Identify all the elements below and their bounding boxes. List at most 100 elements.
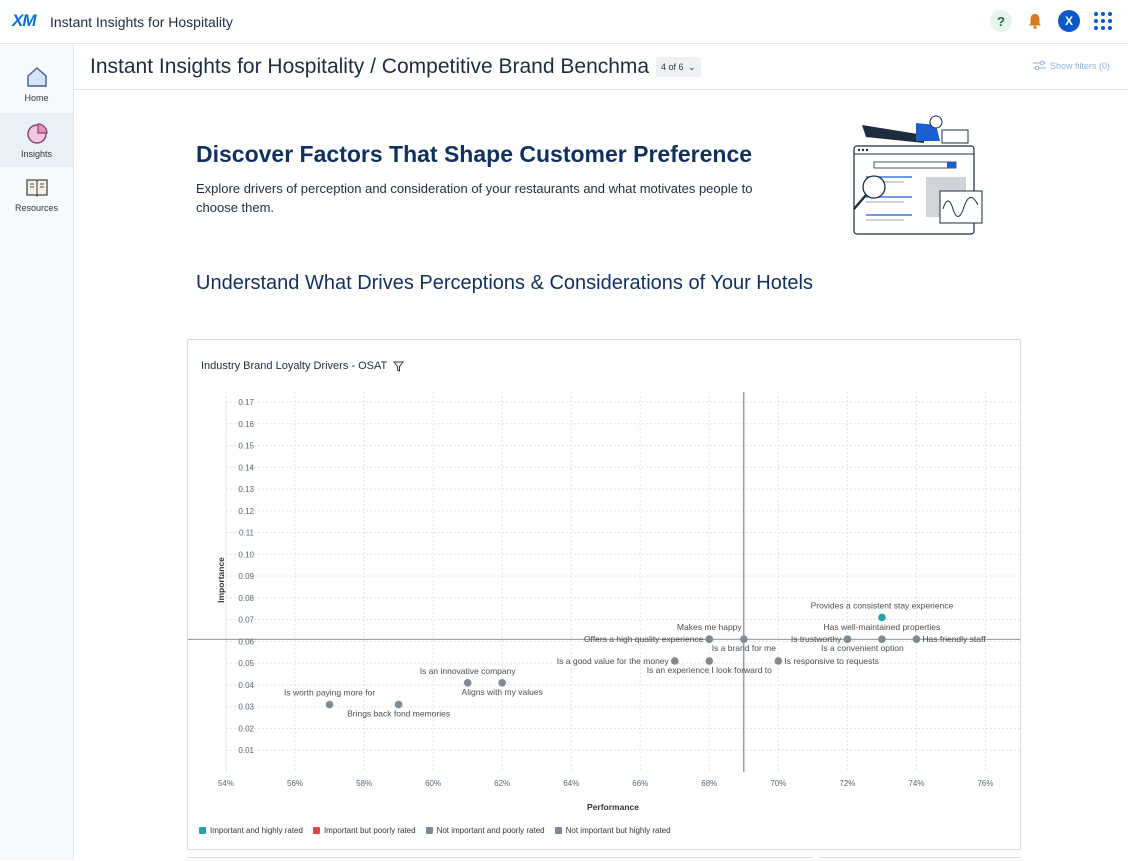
show-filters-label: Show filters (0): [1049, 60, 1110, 71]
data-point: [843, 635, 852, 644]
y-tick-label: 0.17: [238, 398, 254, 407]
sidebar-item-insights[interactable]: Insights: [0, 113, 73, 167]
x-tick-label: 74%: [908, 779, 924, 788]
data-point-label: Is a brand for me: [712, 643, 777, 653]
y-tick-label: 0.14: [238, 463, 254, 472]
xm-logo[interactable]: XM: [12, 11, 36, 30]
x-tick-label: 70%: [770, 779, 786, 788]
y-axis-label: Importance: [216, 557, 226, 603]
legend-item[interactable]: Important and highly rated: [199, 826, 303, 835]
x-tick-label: 56%: [287, 779, 303, 788]
x-axis-label: Performance: [587, 802, 639, 812]
app-grid-icon[interactable]: [1092, 10, 1114, 32]
legend-item[interactable]: Not important but highly rated: [554, 826, 671, 835]
chart-title-text: Industry Brand Loyalty Drivers - OSAT: [201, 360, 388, 372]
data-point-label: Has well-maintained properties: [824, 622, 941, 632]
legend-label: Important and highly rated: [210, 826, 303, 835]
data-point: [394, 700, 403, 709]
data-point: [878, 635, 886, 644]
legend-swatch: [425, 827, 433, 834]
sub-heading: Understand What Drives Perceptions & Con…: [196, 272, 813, 294]
y-tick-label: 0.04: [238, 681, 254, 690]
sidebar-item-home[interactable]: Home: [0, 57, 73, 111]
data-point: [498, 678, 506, 687]
y-tick-label: 0.16: [238, 420, 254, 429]
legend-swatch: [554, 827, 562, 834]
x-tick-label: 54%: [218, 779, 234, 788]
y-tick-label: 0.05: [238, 659, 254, 668]
x-tick-label: 72%: [839, 779, 855, 788]
data-point-label: Aligns with my values: [462, 687, 543, 697]
y-tick-label: 0.09: [238, 572, 254, 581]
data-point-label: Is an experience I look forward to: [647, 665, 772, 675]
data-point: [774, 657, 783, 665]
app-title[interactable]: Instant Insights for Hospitality: [50, 14, 233, 30]
data-point: [912, 635, 921, 644]
next-card-edge: [503, 857, 813, 861]
x-tick-label: 66%: [632, 779, 648, 788]
avatar[interactable]: X: [1058, 10, 1080, 32]
show-filters-button[interactable]: Show filters (0): [1032, 60, 1110, 71]
sidebar-item-resources[interactable]: Resources: [0, 167, 73, 221]
x-tick-label: 62%: [494, 779, 510, 788]
data-point: [670, 657, 679, 665]
data-point-label: Is trustworthy: [791, 634, 842, 644]
sidebar: Home Insights Resources: [0, 45, 74, 860]
legend-swatch: [312, 827, 320, 834]
sidebar-item-label: Insights: [20, 149, 53, 159]
y-tick-label: 0.02: [238, 724, 254, 733]
legend-label: Not important but highly rated: [565, 826, 671, 835]
data-point-label: Makes me happy: [677, 622, 742, 632]
data-point: [740, 635, 748, 644]
pager-label: 4 of 6: [661, 62, 684, 72]
y-tick-label: 0.06: [238, 637, 254, 646]
main-content: Discover Factors That Shape Customer Pre…: [74, 91, 1128, 860]
legend-item[interactable]: Not important and poorly rated: [425, 826, 545, 835]
book-icon: [25, 179, 48, 197]
data-point-label: Is worth paying more for: [284, 688, 375, 698]
section-heading: Discover Factors That Shape Customer Pre…: [196, 141, 753, 167]
chart-legend: Important and highly rated Important but …: [199, 826, 671, 835]
chart-card: Industry Brand Loyalty Drivers - OSAT 54…: [187, 339, 1021, 850]
x-tick-label: 64%: [563, 779, 579, 788]
x-tick-label: 58%: [356, 779, 372, 788]
data-point-label: Has friendly staff: [922, 634, 986, 644]
y-tick-label: 0.15: [238, 442, 254, 451]
chart-title: Industry Brand Loyalty Drivers - OSAT: [201, 360, 405, 372]
legend-label: Not important and poorly rated: [436, 826, 545, 835]
chevron-down-icon: ⌄: [688, 62, 696, 72]
filter-sliders-icon: [1032, 60, 1046, 71]
legend-item[interactable]: Important but poorly rated: [312, 826, 416, 835]
data-point-label: Is a good value for the money: [557, 656, 670, 666]
data-point-label: Is a convenient option: [821, 643, 904, 653]
bell-icon[interactable]: [1024, 10, 1046, 32]
next-card-edge: [819, 857, 1021, 861]
help-icon[interactable]: ?: [990, 10, 1012, 32]
legend-label: Important but poorly rated: [323, 826, 416, 835]
x-tick-label: 76%: [977, 779, 993, 788]
y-tick-label: 0.13: [238, 485, 254, 494]
y-tick-label: 0.11: [239, 529, 255, 538]
y-tick-label: 0.10: [238, 550, 254, 559]
filter-icon[interactable]: [393, 361, 405, 372]
page-header: Instant Insights for Hospitality / Compe…: [74, 45, 1128, 90]
data-point: [705, 657, 714, 665]
y-tick-label: 0.01: [238, 746, 254, 755]
data-point-label: Offers a high quality experience: [584, 634, 704, 644]
y-tick-label: 0.08: [238, 594, 254, 603]
y-tick-label: 0.12: [238, 507, 254, 516]
scatter-chart: 54% 56% 58% 60% 62% 64% 66% 68% 70% 72% 74% 76% 0.01…: [188, 392, 1020, 812]
page-title: Instant Insights for Hospitality / Compe…: [90, 55, 650, 78]
page-selector[interactable]: 4 of 6 ⌄: [656, 57, 701, 77]
home-icon: [26, 67, 47, 87]
data-point: [325, 700, 334, 709]
data-point-label: Is an innovative company: [420, 666, 517, 676]
sidebar-item-label: Home: [24, 93, 49, 103]
next-card-edge: [187, 857, 503, 861]
x-tick-label: 60%: [425, 779, 441, 788]
legend-swatch: [199, 827, 206, 834]
x-tick-label: 68%: [701, 779, 717, 788]
data-point-label: Brings back fond memories: [347, 709, 450, 719]
top-actions: ? X: [990, 10, 1114, 32]
analytics-illustration: [853, 115, 983, 235]
